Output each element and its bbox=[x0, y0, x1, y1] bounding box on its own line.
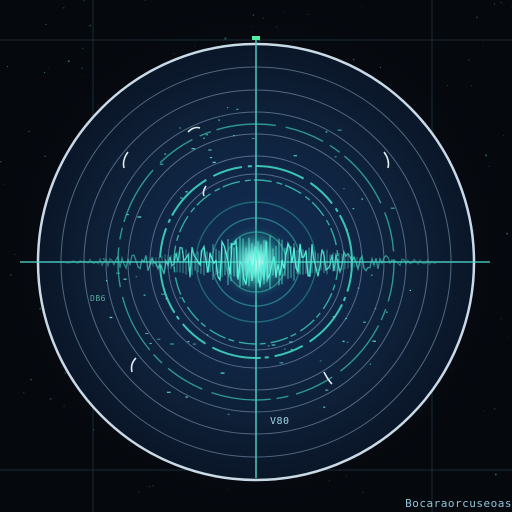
top-marker bbox=[252, 36, 260, 40]
signal-ticks bbox=[102, 107, 411, 415]
bottom-right-caption: Bocaraorcuseoas bbox=[405, 497, 512, 510]
left-label: DB6 bbox=[90, 294, 106, 303]
inner-label: V80 bbox=[270, 416, 290, 427]
bracket-accents bbox=[122, 126, 390, 385]
waveform bbox=[40, 235, 472, 289]
